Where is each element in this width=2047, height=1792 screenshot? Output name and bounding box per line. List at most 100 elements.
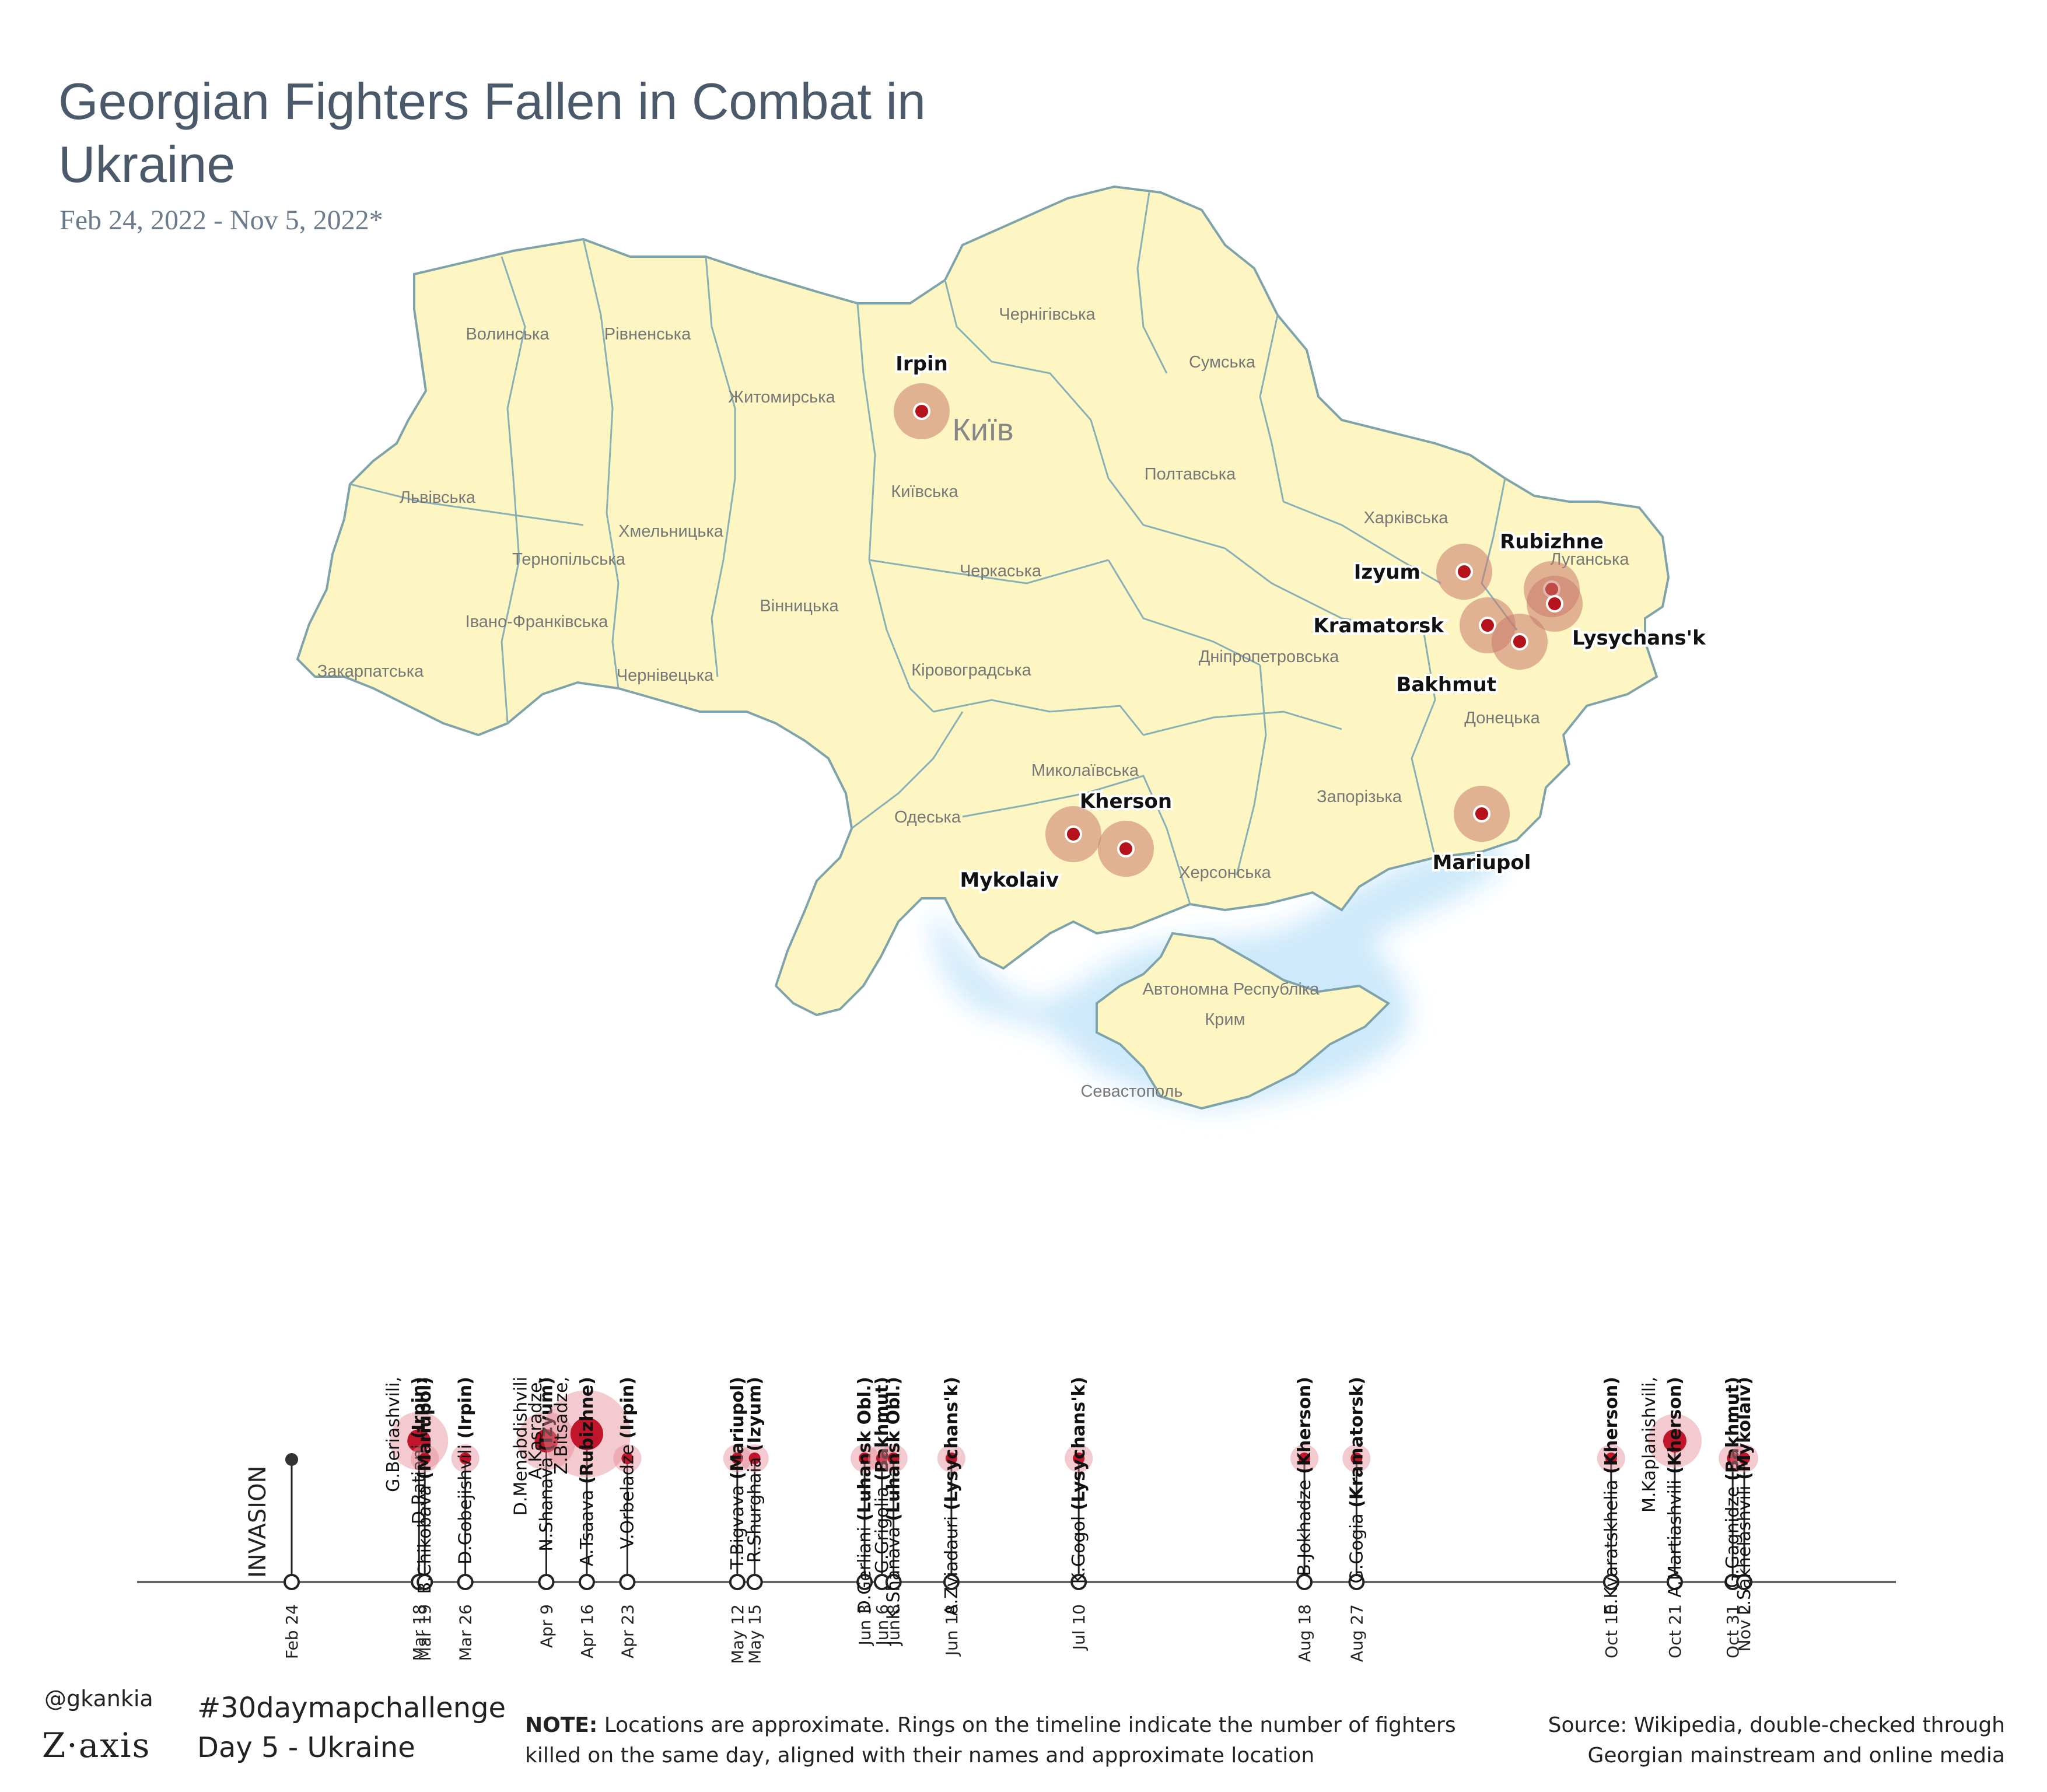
source-text: Source: Wikipedia, double-checked throug… [1548, 1713, 2005, 1768]
timeline-node [729, 1574, 746, 1590]
victim-location: (Lysychans'k) [1069, 1377, 1089, 1510]
timeline-event[interactable]: Jun 8K.Shanava (Luhansk Obl.) [879, 1377, 908, 1646]
marker-dot [1546, 595, 1563, 612]
timeline-event[interactable]: May 15 R.Shurghaia (Izyum) [740, 1377, 769, 1664]
timeline-event[interactable]: Jun 6 G.Grigolia (Bakhmut) [867, 1377, 896, 1646]
timeline-event[interactable]: Oct 10E.Kvaratskhelia (Kherson) [1597, 1377, 1625, 1658]
oblast-label: Хмельницька [618, 522, 724, 541]
victim-name: G.Grigolia (Bakhmut) [872, 1377, 893, 1574]
timeline-date: Apr 9 [537, 1604, 556, 1648]
victim-name-text: T.Bigvava [727, 1479, 748, 1570]
victim-name: A.Tsaava (Rubizhne) [577, 1377, 597, 1566]
timeline-date: Jun 6 [873, 1604, 892, 1646]
timeline-node [746, 1574, 763, 1590]
timeline-event[interactable]: Nov 2L.Sakhelashvili (Mykolaiv) [1730, 1377, 1758, 1651]
timeline-event[interactable]: Mar 18G.Beriashvili, D.Ratiani (Irpin) [383, 1377, 449, 1661]
oblast-label: Львівська [400, 488, 476, 507]
map-marker-mykolaiv[interactable]: Mykolaiv [958, 806, 1101, 894]
victim-name: G.Gogia (Kramatorsk) [1346, 1377, 1367, 1583]
timeline-event[interactable]: Oct 21 M.Kaplanishvili,A.Martiashvili (Kh… [1639, 1377, 1702, 1658]
victim-name: B.Jokhadze (Kherson) [1294, 1377, 1315, 1576]
oblast-label: Дніпропетровська [1199, 648, 1339, 666]
oblast-label: Київ [952, 412, 1013, 447]
oblast-label: Чернівецька [617, 666, 714, 685]
timeline-node [538, 1574, 555, 1590]
victim-name-text: R.Shurghaia [745, 1451, 765, 1563]
map-city-label: Mariupol [1433, 851, 1531, 874]
timeline-event[interactable]: Apr 16 A.Kasradze, Z.Bitsadze,A.Tsaava (Ru… [526, 1377, 631, 1658]
victim-name: Z.Bitsadze, [551, 1377, 572, 1475]
timeline-date: May 12 [728, 1604, 747, 1664]
timeline-node [1666, 1574, 1683, 1590]
map-city-label: Mykolaiv [960, 869, 1059, 892]
victim-name-text: A.Zviadauri [942, 1510, 962, 1616]
victim-name-text: V.Orbeladze [617, 1439, 638, 1549]
oblast-label: Чернігівська [999, 305, 1096, 324]
timeline-node [417, 1574, 433, 1590]
map-marker-irpin[interactable]: Irpin [893, 350, 950, 439]
victim-name: A.Martiashvili (Kherson) [1665, 1377, 1685, 1598]
victim-name: K.Shanava (Luhansk Obl.) [884, 1377, 904, 1620]
oblast-label: Закарпатська [317, 662, 424, 681]
map-marker-izyum[interactable]: Izyum [1352, 544, 1492, 600]
victim-name-text: D.Menabdishvili [510, 1377, 531, 1516]
oblast-label: Івано-Франківська [466, 612, 609, 631]
event-dot [621, 1452, 634, 1464]
timeline-event[interactable]: Mar 26 D.Gobejishvili (Irpin) [451, 1377, 480, 1661]
timeline-node [1602, 1574, 1619, 1590]
timeline-event[interactable]: Apr 9 D.Menabdishvili N.Shanava (Izyum) [510, 1377, 576, 1648]
victim-name-text: G.Gagnidze [1723, 1481, 1743, 1588]
timeline-node [1070, 1574, 1087, 1590]
timeline-date: Mar 19 [415, 1604, 435, 1661]
victim-location: (Mariupol) [415, 1377, 435, 1479]
event-dot [1605, 1452, 1617, 1464]
timeline-event[interactable]: Oct 31 G.Gagnidze (Bakhmut) [1719, 1377, 1747, 1658]
oblast-label: Харківська [1364, 509, 1449, 527]
map-marker-bakhmut[interactable]: Bakhmut [1394, 614, 1548, 699]
map-city-label: Lysychans'k [1572, 626, 1706, 650]
crimea [1096, 932, 1391, 1110]
timeline-date: Nov 2 [1735, 1604, 1754, 1651]
event-dot [459, 1452, 471, 1464]
map-marker-mariupol[interactable]: Mariupol [1430, 786, 1533, 877]
event-dot [1727, 1452, 1739, 1464]
timeline-node [619, 1574, 636, 1590]
challenge-day: Day 5 - Ukraine [197, 1731, 415, 1764]
timeline-node [457, 1574, 474, 1590]
timeline-event[interactable]: Jul 10 K.Gogol (Lysychans'k) [1065, 1377, 1093, 1651]
victim-location: (Lysychans'k) [942, 1377, 962, 1510]
timeline-event[interactable]: May 12 T.Bigvava (Mariupol) [723, 1377, 751, 1664]
victim-name: M.Kaplanishvili, [1639, 1377, 1660, 1513]
timeline-event[interactable]: Jun 3D.Gerliani (Luhansk Obl.) [851, 1377, 879, 1646]
oblast-label: Черкаська [960, 562, 1042, 580]
map-marker-lysychansk[interactable]: Lysychans'k [1527, 576, 1709, 652]
victim-name-text: K.Shanava [884, 1521, 904, 1620]
timeline-node [856, 1574, 873, 1590]
timeline-date: Aug 27 [1347, 1604, 1366, 1662]
victim-name: A.Kasradze, [526, 1377, 546, 1479]
timeline-node [284, 1574, 300, 1590]
victim-name: R.Shurghaia (Izyum) [745, 1377, 765, 1563]
timeline-node [578, 1574, 595, 1590]
timeline-event[interactable]: Aug 18 B.Jokhadze (Kherson) [1290, 1377, 1319, 1662]
map-marker-kherson[interactable]: Kherson [1077, 788, 1174, 877]
timeline-event[interactable]: Mar 19 B.Chikobava (Mariupol) [411, 1377, 439, 1661]
oblast-label: Сумська [1189, 353, 1256, 372]
victim-location: (Bakhmut) [872, 1377, 893, 1481]
event-dot [748, 1452, 761, 1464]
event-dot [1073, 1452, 1085, 1464]
map-city-label: Bakhmut [1396, 673, 1496, 696]
timeline-date: Oct 21 [1665, 1604, 1685, 1658]
hashtag: #30daymapchallenge [197, 1692, 506, 1724]
oblast-label: Миколаївська [1031, 761, 1139, 780]
timeline-event[interactable]: Apr 23 V.Orbeladze (Irpin) [613, 1377, 642, 1658]
marker-dot [1117, 840, 1135, 858]
timeline-event[interactable]: Aug 27 G.Gogia (Kramatorsk) [1342, 1377, 1371, 1662]
victim-name: D.Menabdishvili [510, 1377, 531, 1516]
map-marker-kramatorsk[interactable]: Kramatorsk [1311, 597, 1516, 653]
timeline-event[interactable]: Jun 18A.Zviadauri (Lysychans'k) [937, 1377, 965, 1657]
oblast-borders [349, 192, 1518, 905]
event-dot [887, 1452, 900, 1464]
note-text: NOTE: Locations are approximate. Rings o… [525, 1710, 1517, 1771]
victim-name-text: G.Grigolia [872, 1481, 893, 1574]
